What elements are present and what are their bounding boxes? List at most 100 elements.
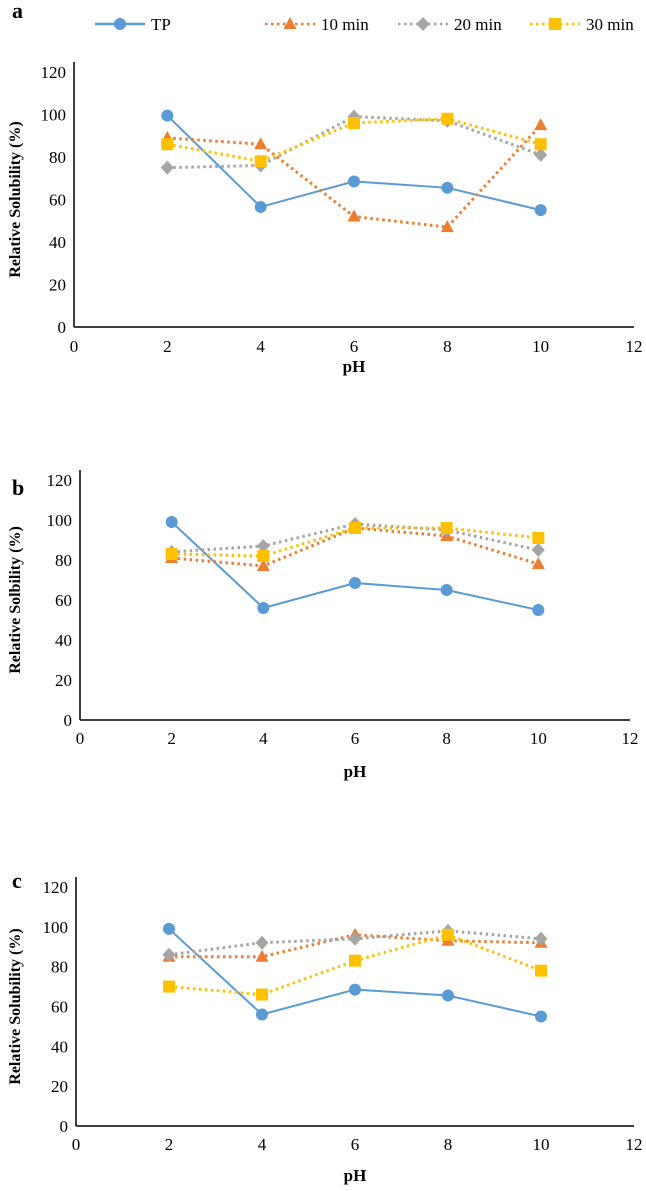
data-point [255,949,269,962]
data-point [255,935,269,950]
legend-marker-circle [114,18,126,30]
y-tick-label: 80 [55,551,72,570]
x-tick-label: 12 [626,337,643,356]
series-tp [163,922,547,1023]
y-tick-label: 40 [51,1037,68,1056]
x-tick-label: 4 [256,337,265,356]
data-point [165,516,178,528]
legend-entry [530,18,580,30]
data-point [349,954,361,967]
data-point [532,604,545,616]
data-point [441,181,454,194]
legend-marker-square [549,18,561,30]
data-point [442,928,454,941]
y-axis-title: Relative Solbility (%) [7,526,24,674]
x-tick-label: 10 [532,337,549,356]
data-point [534,931,548,946]
y-tick-label: 40 [49,233,66,252]
data-point [532,532,545,544]
data-point [160,160,174,175]
data-point [257,602,270,614]
data-point [440,584,453,596]
y-tick-label: 100 [47,511,73,530]
data-point [440,220,454,233]
y-tick-label: 0 [64,711,73,730]
x-tick-label: 4 [259,729,268,748]
x-tick-label: 12 [622,729,639,748]
y-tick-label: 60 [51,998,68,1017]
y-tick-label: 0 [58,318,67,337]
y-tick-label: 20 [51,1077,68,1096]
data-point [161,109,174,122]
data-point [256,1008,268,1021]
y-tick-label: 60 [49,191,66,210]
panel-label: a [12,0,23,23]
data-point [348,175,360,188]
y-axis-title: Relative Solubility (%) [7,928,24,1084]
data-point [256,559,270,571]
series-line [166,114,541,212]
x-tick-label: 4 [258,1135,267,1154]
y-tick-label: 100 [41,106,67,125]
series-line [170,521,539,611]
data-point [254,200,267,213]
panel-label: c [12,868,22,893]
x-axis-title: pH [343,357,366,376]
data-point [348,117,360,129]
legend-entry [398,17,448,31]
data-point [256,539,270,553]
x-tick-label: 2 [165,1135,174,1154]
y-tick-label: 80 [51,958,68,977]
y-tick-label: 100 [43,918,69,937]
x-tick-label: 0 [76,729,85,748]
data-point [534,204,547,217]
data-point [254,137,268,150]
data-point [349,577,361,589]
y-tick-label: 120 [41,63,67,82]
data-point [348,931,362,946]
series-line [171,526,539,568]
legend-label: 20 min [454,15,502,34]
data-point [349,983,361,996]
data-point [165,548,178,560]
data-point [256,988,268,1001]
data-point [534,147,548,162]
data-point [163,922,175,935]
legend-entry [265,17,315,29]
data-point [347,209,361,222]
panel-label: b [12,475,24,500]
data-point [442,989,454,1002]
x-tick-label: 10 [533,1135,550,1154]
legend-label: TP [151,15,171,34]
series-30-min [163,928,547,1001]
x-tick-label: 8 [443,337,452,356]
series-30-min [165,522,545,562]
data-point [534,138,547,151]
y-tick-label: 0 [60,1117,69,1136]
x-tick-label: 2 [163,337,172,356]
legend-marker-diamond [416,17,430,31]
x-tick-label: 10 [530,729,547,748]
data-point [441,112,454,125]
y-tick-label: 120 [47,471,73,490]
x-tick-label: 0 [70,337,79,356]
legend-entry [95,18,145,30]
y-tick-label: 20 [49,276,66,295]
data-point [161,138,174,151]
legend-label: 10 min [321,15,369,34]
data-point [534,118,548,131]
data-point [162,947,176,962]
x-tick-label: 0 [72,1135,81,1154]
x-tick-label: 12 [626,1135,643,1154]
y-axis-title: Relative Solubility (%) [7,121,24,277]
x-tick-label: 2 [167,729,176,748]
data-point [535,1010,547,1023]
x-tick-label: 6 [350,337,359,356]
series-20-min [162,923,548,962]
legend-marker-triangle [283,17,297,29]
x-tick-label: 6 [351,729,360,748]
series-30-min [161,112,547,168]
data-point [440,522,453,534]
